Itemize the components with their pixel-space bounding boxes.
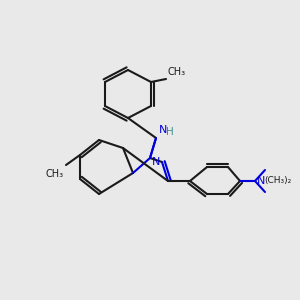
Text: CH₃: CH₃: [46, 169, 64, 179]
Text: CH₃: CH₃: [167, 67, 185, 77]
Text: H: H: [166, 127, 174, 137]
Text: (CH₃)₂: (CH₃)₂: [264, 176, 291, 184]
Text: N: N: [152, 157, 160, 167]
Text: N: N: [257, 176, 266, 186]
Text: N: N: [159, 125, 167, 135]
